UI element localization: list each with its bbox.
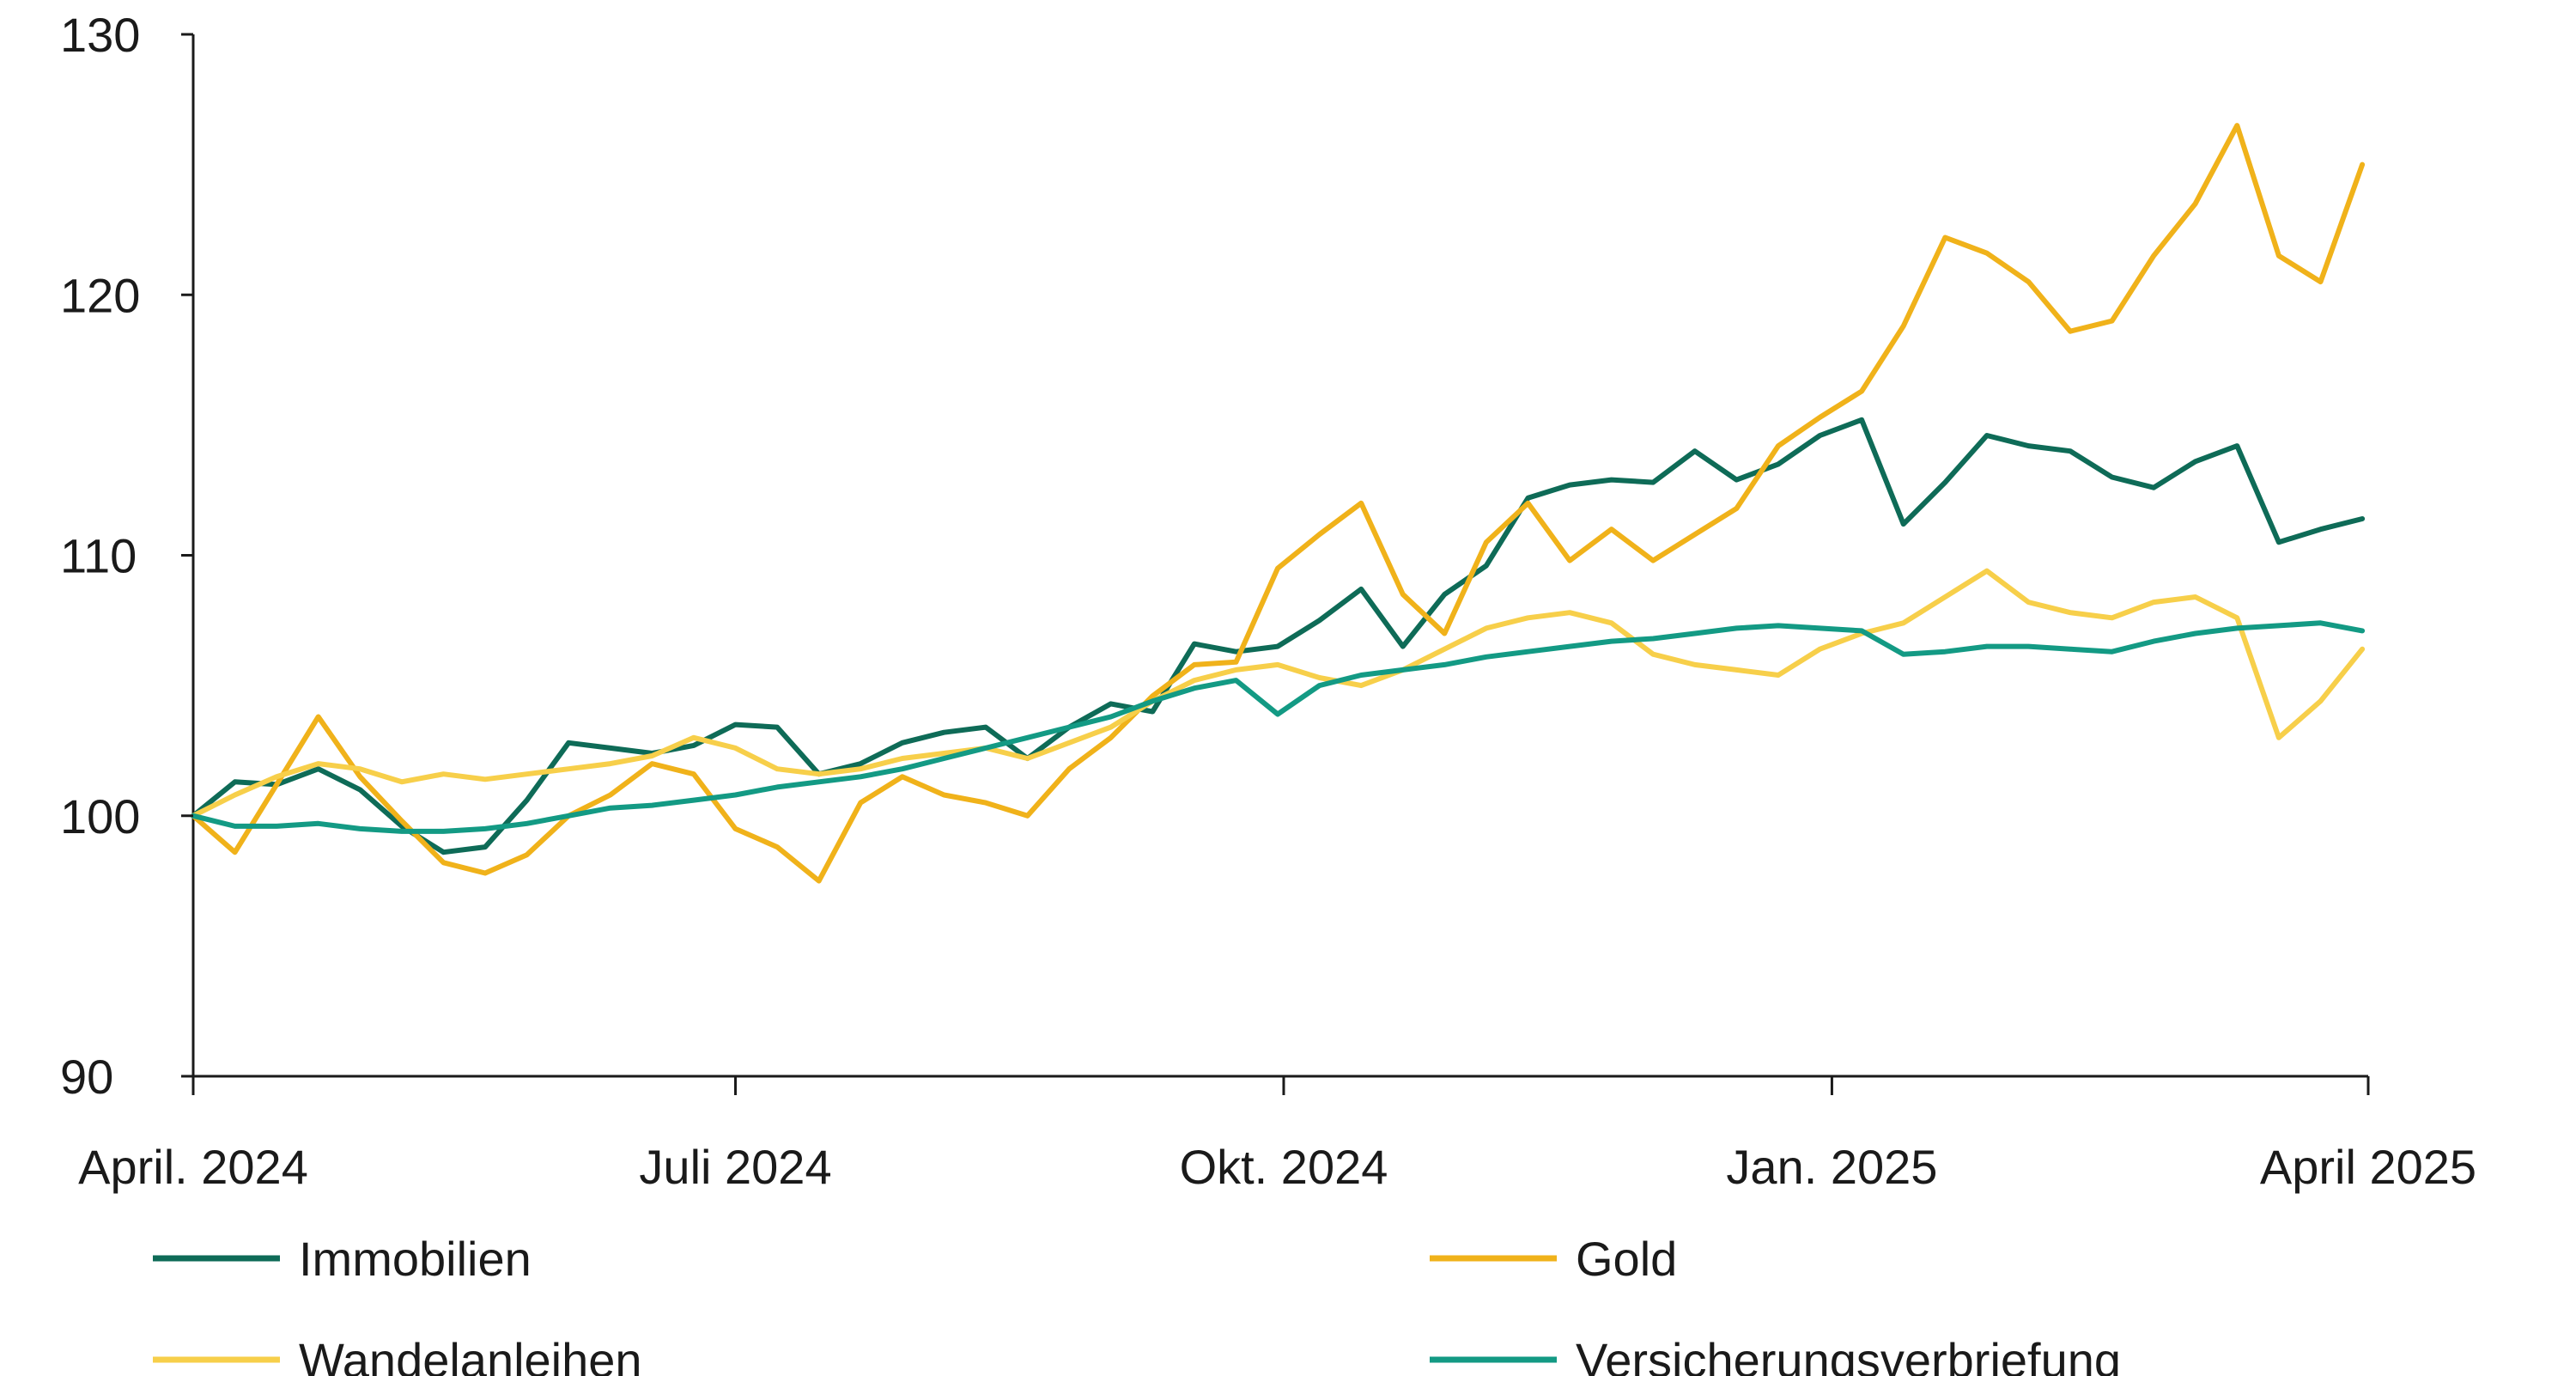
legend: Immobilien Gold Wandelanleihen Versicherung… (153, 1232, 2121, 1376)
series-line-immobilien (191, 417, 2366, 855)
series-line-wandelanleihen (191, 568, 2366, 819)
legend-label-versicherungsverbriefung: Versicherungsverbriefung (1576, 1333, 2121, 1376)
y-tick-label: 120 (60, 268, 140, 322)
y-tick-label: 100 (60, 789, 140, 843)
x-tick-label: Jan. 2025 (1726, 1140, 1937, 1194)
legend-label-gold: Gold (1576, 1232, 1677, 1286)
y-tick-label: 110 (60, 529, 137, 583)
x-tick-label: Juli 2024 (639, 1140, 831, 1194)
legend-label-immobilien: Immobilien (299, 1232, 532, 1286)
series-layer (191, 123, 2366, 884)
x-tick-label: April 2025 (2260, 1140, 2476, 1194)
series-line-gold (191, 123, 2366, 884)
x-tick-label: April. 2024 (78, 1140, 308, 1194)
y-ticks: 130 120 110 100 90 (60, 8, 193, 1104)
y-tick-label: 90 (60, 1050, 113, 1104)
y-tick-label: 130 (60, 8, 140, 62)
x-tick-label: Okt. 2024 (1180, 1140, 1388, 1194)
legend-label-wandelanleihen: Wandelanleihen (299, 1333, 642, 1376)
x-ticks: April. 2024 Juli 2024 Okt. 2024 Jan. 2025 Ap… (78, 1076, 2476, 1194)
series-line-versicherungsverbriefung (191, 620, 2366, 834)
